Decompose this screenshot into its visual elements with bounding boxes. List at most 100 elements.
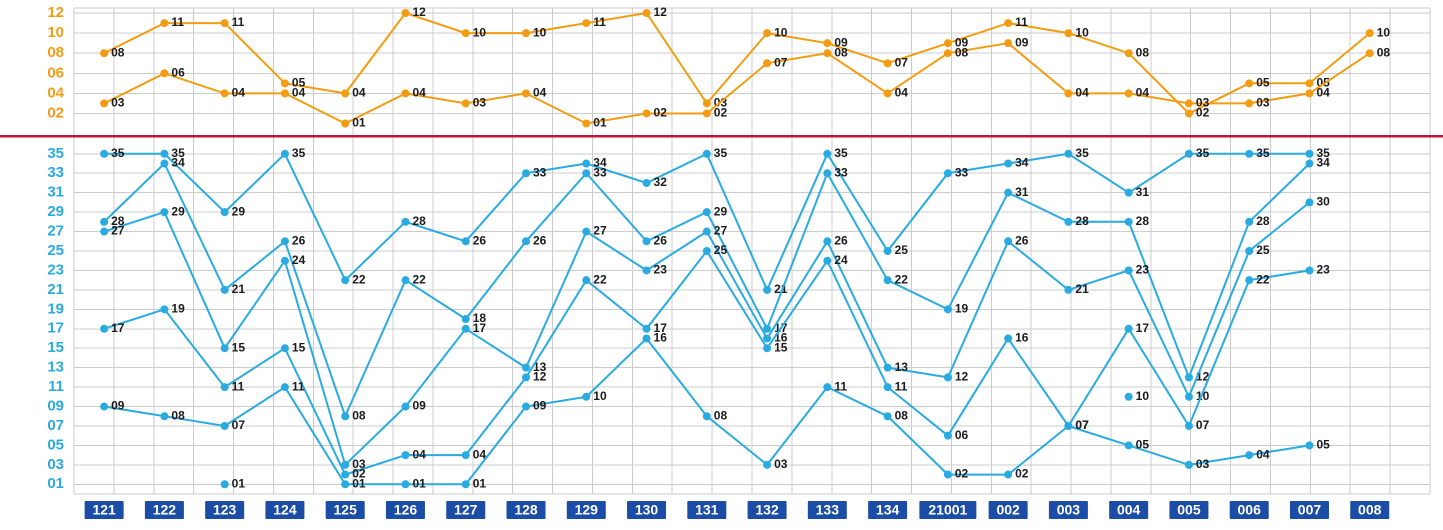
data-point-label: 03	[1196, 457, 1210, 471]
data-point-label: 01	[232, 476, 246, 490]
data-point-label: 31	[1136, 185, 1150, 199]
x-tick-label: 007	[1298, 502, 1322, 518]
data-point	[1185, 99, 1193, 107]
data-point-label: 08	[1136, 45, 1150, 59]
data-point-label: 10	[774, 25, 788, 39]
data-point-label: 07	[1196, 418, 1210, 432]
data-point	[944, 305, 952, 313]
y-tick-bottom: 01	[47, 475, 64, 492]
data-point	[401, 403, 409, 411]
data-point-label: 04	[412, 447, 426, 461]
data-point-label: 19	[171, 301, 185, 315]
data-point	[1185, 373, 1193, 381]
x-tick-label: 006	[1238, 502, 1262, 518]
data-point	[1245, 150, 1253, 158]
x-tick-label: 004	[1117, 502, 1141, 518]
data-point	[763, 59, 771, 67]
data-point-label: 09	[412, 399, 426, 413]
data-point	[401, 276, 409, 284]
y-tick-bottom: 21	[47, 281, 64, 298]
data-point-label: 02	[654, 106, 668, 120]
data-point	[401, 480, 409, 488]
data-point	[884, 59, 892, 67]
data-point-label: 08	[352, 408, 366, 422]
data-point	[1004, 471, 1012, 479]
data-point	[100, 99, 108, 107]
data-point-label: 26	[533, 233, 547, 247]
grid	[74, 8, 1430, 494]
data-point-label: 10	[473, 25, 487, 39]
data-point-label: 35	[292, 146, 306, 160]
data-point-label: 12	[412, 5, 426, 19]
data-point-label: 16	[654, 331, 668, 345]
data-point-label: 15	[232, 340, 246, 354]
data-point	[281, 344, 289, 352]
data-point	[1064, 150, 1072, 158]
x-tick-label: 005	[1177, 502, 1201, 518]
y-axis-top: 020406081012	[47, 4, 64, 121]
data-point	[1305, 266, 1313, 274]
data-point	[703, 109, 711, 117]
data-point-label: 30	[1316, 195, 1330, 209]
data-point	[1125, 393, 1133, 401]
data-point	[944, 49, 952, 57]
data-point-label: 01	[352, 476, 366, 490]
data-point-label: 10	[533, 25, 547, 39]
data-point	[763, 286, 771, 294]
data-point-label: 22	[593, 272, 607, 286]
data-point	[582, 160, 590, 168]
x-tick-label: 128	[514, 502, 538, 518]
data-point	[582, 393, 590, 401]
data-point	[1245, 247, 1253, 255]
data-point	[1064, 286, 1072, 294]
data-point	[944, 432, 952, 440]
x-tick-label: 134	[876, 502, 900, 518]
data-point-label: 13	[895, 360, 909, 374]
data-point-label: 02	[1015, 467, 1029, 481]
data-point	[884, 247, 892, 255]
data-point-label: 24	[834, 253, 848, 267]
data-point-label: 12	[654, 5, 668, 19]
data-point-label: 33	[834, 165, 848, 179]
data-point-label: 11	[593, 15, 606, 29]
data-point-label: 31	[1015, 185, 1029, 199]
data-point-label: 04	[412, 86, 426, 100]
data-point	[643, 325, 651, 333]
data-point	[884, 276, 892, 284]
data-point	[1366, 29, 1374, 37]
data-point-label: 27	[593, 224, 607, 238]
data-point	[1064, 89, 1072, 97]
data-point-label: 11	[895, 379, 908, 393]
data-point	[281, 79, 289, 87]
data-point-label: 12	[955, 370, 969, 384]
data-point-label: 03	[111, 96, 125, 110]
x-tick-label: 125	[334, 502, 358, 518]
data-point-label: 08	[171, 408, 185, 422]
data-point	[582, 228, 590, 236]
data-point-label: 05	[1256, 76, 1270, 90]
y-tick-bottom: 07	[47, 417, 64, 434]
data-point	[522, 89, 530, 97]
data-point-label: 34	[1316, 156, 1330, 170]
data-point	[1064, 422, 1072, 430]
data-point	[281, 257, 289, 265]
y-tick-bottom: 09	[47, 397, 64, 414]
data-point	[1064, 29, 1072, 37]
data-point	[1185, 393, 1193, 401]
data-point-label: 19	[955, 301, 969, 315]
y-tick-bottom: 29	[47, 203, 64, 220]
data-point-label: 33	[955, 165, 969, 179]
y-tick-top: 02	[47, 104, 64, 121]
data-point-label: 07	[1075, 418, 1089, 432]
data-point-label: 34	[1015, 156, 1029, 170]
data-point	[401, 218, 409, 226]
data-point	[522, 403, 530, 411]
data-point-label: 25	[714, 243, 728, 257]
data-point	[160, 160, 168, 168]
data-point-label: 23	[1316, 263, 1330, 277]
data-point-label: 01	[352, 116, 366, 130]
y-tick-bottom: 27	[47, 223, 64, 240]
data-point	[703, 247, 711, 255]
data-point-label: 07	[774, 55, 788, 69]
data-point-label: 22	[412, 272, 426, 286]
